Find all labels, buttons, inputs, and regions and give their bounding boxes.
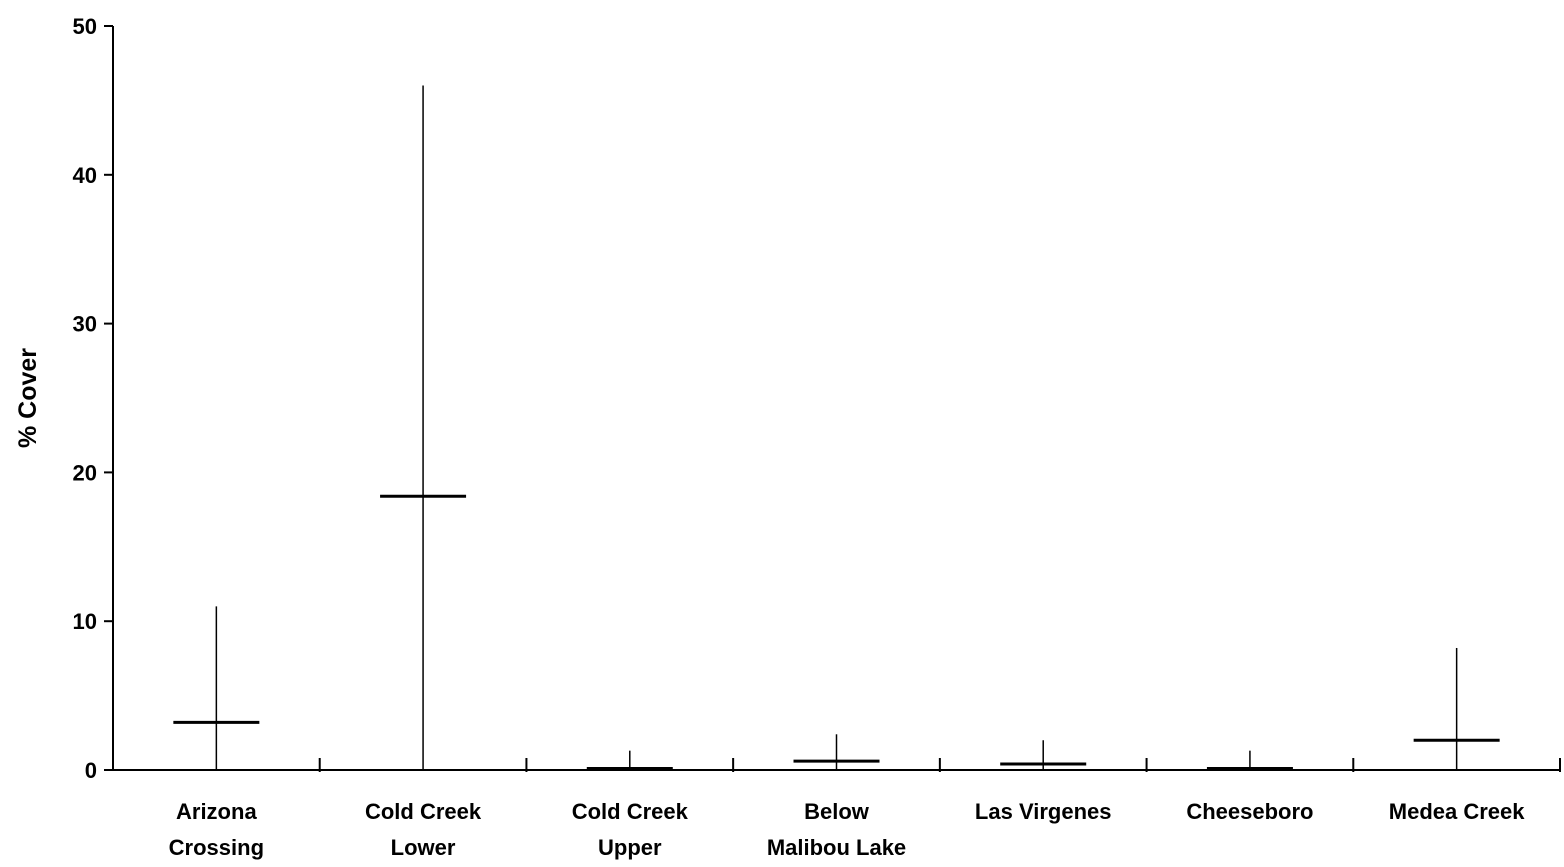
y-tick-label: 20 xyxy=(73,460,97,485)
range-marks xyxy=(173,85,1500,771)
x-tick-label: Medea Creek xyxy=(1389,799,1526,824)
y-tick-label: 50 xyxy=(73,14,97,39)
x-tick-label: Cold Creek Upper xyxy=(572,799,689,860)
x-axis-ticks: Arizona Crossing Cold Creek Lower Cold Creek… xyxy=(169,758,1561,860)
x-tick-label: Arizona Crossing xyxy=(169,799,264,860)
x-tick-label: Las Virgenes xyxy=(975,799,1112,824)
x-tick-label: Cheeseboro xyxy=(1186,799,1313,824)
y-axis-title: % Cover xyxy=(14,348,42,448)
y-tick-label: 10 xyxy=(73,609,97,634)
x-tick-label: Cold Creek Lower xyxy=(365,799,482,860)
y-tick-label: 0 xyxy=(85,758,97,783)
y-axis-ticks: 0 10 20 30 40 50 xyxy=(73,14,113,783)
x-tick-label: Below Malibou Lake xyxy=(767,799,906,860)
y-tick-label: 30 xyxy=(73,312,97,337)
y-tick-label: 40 xyxy=(73,163,97,188)
